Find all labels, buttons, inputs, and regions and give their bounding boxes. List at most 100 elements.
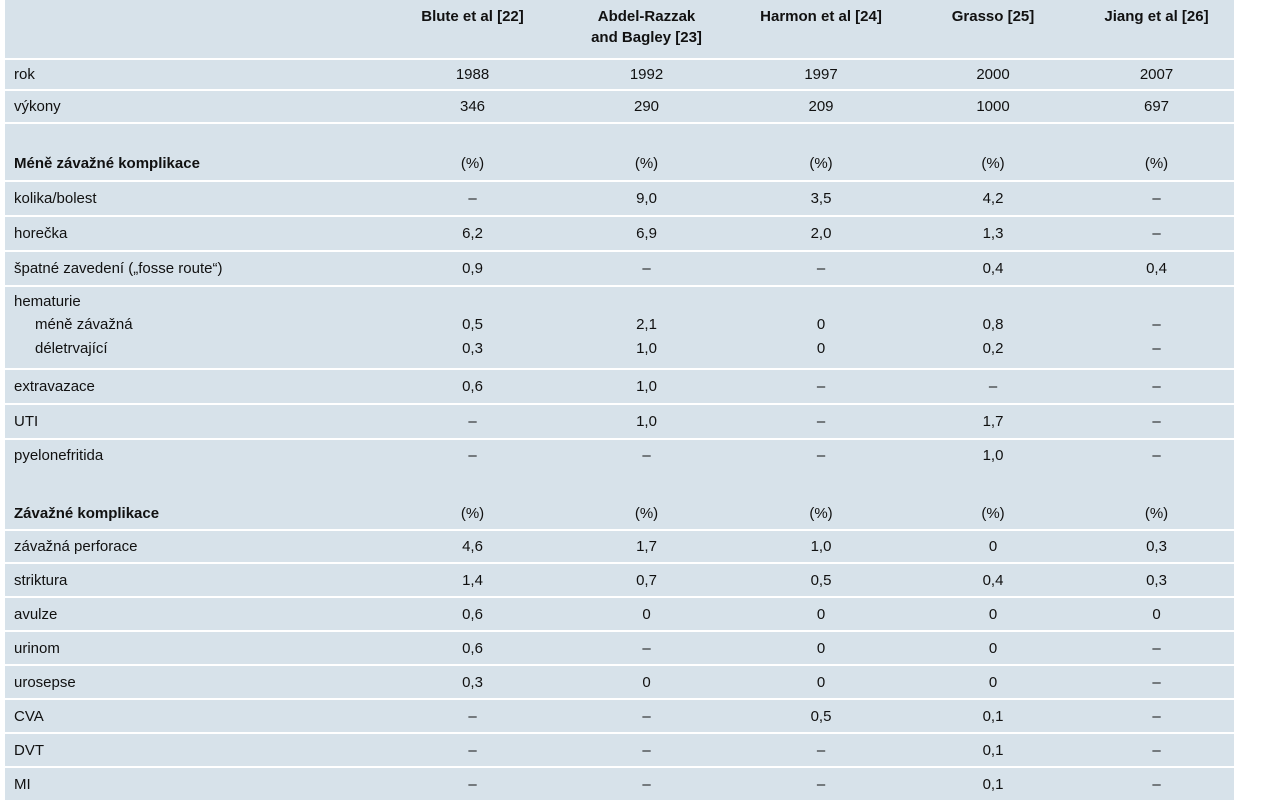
row-separator (5, 215, 1234, 217)
row-label: CVA (14, 707, 44, 725)
table-cell: 697 (1143, 98, 1170, 115)
table-cell: 0 (816, 315, 826, 333)
row-separator (5, 58, 1234, 60)
header-blute: Blute et al [22] (421, 8, 524, 25)
table-cell: (%) (981, 505, 1005, 522)
table-cell: (%) (1144, 505, 1169, 522)
table-cell: – (1152, 413, 1161, 430)
table-cell: 1,0 (636, 413, 657, 430)
table-cell: 2000 (976, 66, 1010, 83)
row-label: déletrvající (35, 339, 108, 357)
table-cell: 0,3 (462, 673, 483, 691)
table-row: výkony 346 290 209 1000 697 (5, 91, 1234, 122)
table-cell: – (642, 741, 651, 759)
table-cell: 3,5 (810, 190, 832, 207)
row-label: Méně závažné komplikace (14, 155, 200, 172)
row-label: urosepse (14, 673, 76, 691)
table-cell: 4,2 (982, 190, 1004, 207)
row-separator (5, 122, 1234, 124)
table-cell: – (1152, 741, 1161, 759)
row-label: méně závažná (35, 315, 133, 333)
table-cell: 2,1 (636, 315, 657, 333)
table-cell: 1,0 (810, 538, 832, 555)
table-cell: 2007 (1139, 66, 1174, 83)
row-label: hematurie (14, 292, 81, 310)
row-label: horečka (14, 225, 68, 242)
row-label: špatné zavedení („fosse route“) (14, 260, 223, 277)
table-cell: – (468, 775, 477, 793)
row-label: DVT (14, 741, 44, 759)
table-header: Blute et al [22] Abdel-Razzak and Bagley… (5, 0, 1234, 64)
table-row: horečka 6,2 6,9 2,0 1,3 – (5, 217, 1234, 250)
table-cell: 0 (988, 605, 998, 623)
table-cell: – (1152, 225, 1161, 242)
table-cell: 1,3 (982, 225, 1004, 242)
table-cell: 0 (988, 639, 998, 657)
row-label: striktura (14, 571, 68, 589)
table-cell: – (468, 707, 477, 725)
row-label: závažná perforace (14, 538, 138, 555)
row-separator (5, 664, 1234, 666)
table-cell: 0,6 (462, 605, 483, 623)
row-separator (5, 562, 1234, 564)
table-row: závažná perforace 4,6 1,7 1,0 0 0,3 (5, 531, 1234, 562)
table-cell: 0,6 (462, 639, 483, 657)
table-cell: 1,0 (982, 446, 1004, 464)
table-cell: 0,5 (462, 315, 483, 333)
table-row: MI – – – 0,1 – (5, 768, 1234, 800)
header-jiang: Jiang et al [26] (1104, 8, 1209, 25)
table-cell: 0 (642, 605, 651, 623)
row-label: avulze (14, 605, 58, 623)
table-cell: 0,3 (1146, 571, 1167, 589)
table-cell: – (642, 446, 651, 464)
table-cell: – (1152, 446, 1161, 464)
row-separator (5, 89, 1234, 91)
table-cell: 0 (642, 673, 651, 691)
row-separator (5, 403, 1234, 405)
table-cell: 209 (808, 98, 834, 115)
table-cell: 0,2 (982, 339, 1004, 357)
table-cell: – (1152, 339, 1161, 357)
header-abdel-razzak: Abdel-Razzak and Bagley [23] (591, 8, 702, 46)
table-cell: 0,3 (1146, 538, 1167, 555)
table-cell: – (642, 707, 651, 725)
table-row: extravazace 0,6 1,0 – – – (5, 370, 1234, 403)
row-label: UTI (14, 413, 39, 430)
table-cell: – (816, 260, 826, 277)
table-row: kolika/bolest – 9,0 3,5 4,2 – (5, 182, 1234, 215)
table-cell: – (1152, 315, 1161, 333)
row-label: MI (14, 775, 31, 793)
table-cell: – (816, 378, 826, 395)
table-cell: – (642, 260, 651, 277)
table-cell: 0,4 (982, 571, 1004, 589)
table-cell: 0 (816, 673, 826, 691)
table-cell: 0,1 (982, 707, 1004, 725)
table-cell: 0,6 (462, 378, 483, 395)
table-row: rok 1988 1992 1997 2000 2007 (5, 60, 1234, 89)
row-label: rok (14, 66, 35, 83)
table-cell: 1,7 (636, 538, 657, 555)
table-cell: – (1152, 639, 1161, 657)
row-separator (5, 180, 1234, 182)
row-label: pyelonefritida (14, 446, 104, 464)
table-cell: 0,3 (462, 339, 483, 357)
table-cell: 1000 (976, 98, 1010, 115)
table-cell: 0,7 (636, 571, 657, 589)
table-cell: 1,4 (462, 571, 483, 589)
group-label-row: hematurie (5, 290, 1234, 312)
table-row: urinom 0,6 – 0 0 – (5, 632, 1234, 664)
table-cell: (%) (809, 505, 833, 522)
table-cell: 1997 (804, 66, 838, 83)
table-cell: 0 (816, 639, 826, 657)
table-cell: (%) (981, 155, 1005, 172)
table-cell: 1,0 (636, 339, 657, 357)
table-cell: (%) (634, 155, 659, 172)
table-row: UTI – 1,0 – 1,7 – (5, 405, 1234, 438)
table-row: avulze 0,6 0 0 0 0 (5, 598, 1234, 630)
table-row: urosepse 0,3 0 0 0 – (5, 666, 1234, 698)
complications-table: Blute et al [22] Abdel-Razzak and Bagley… (5, 0, 1234, 800)
row-separator (5, 368, 1234, 370)
table-cell: – (468, 741, 477, 759)
table-row: špatné zavedení („fosse route“) 0,9 – – … (5, 252, 1234, 285)
row-separator (5, 596, 1234, 598)
